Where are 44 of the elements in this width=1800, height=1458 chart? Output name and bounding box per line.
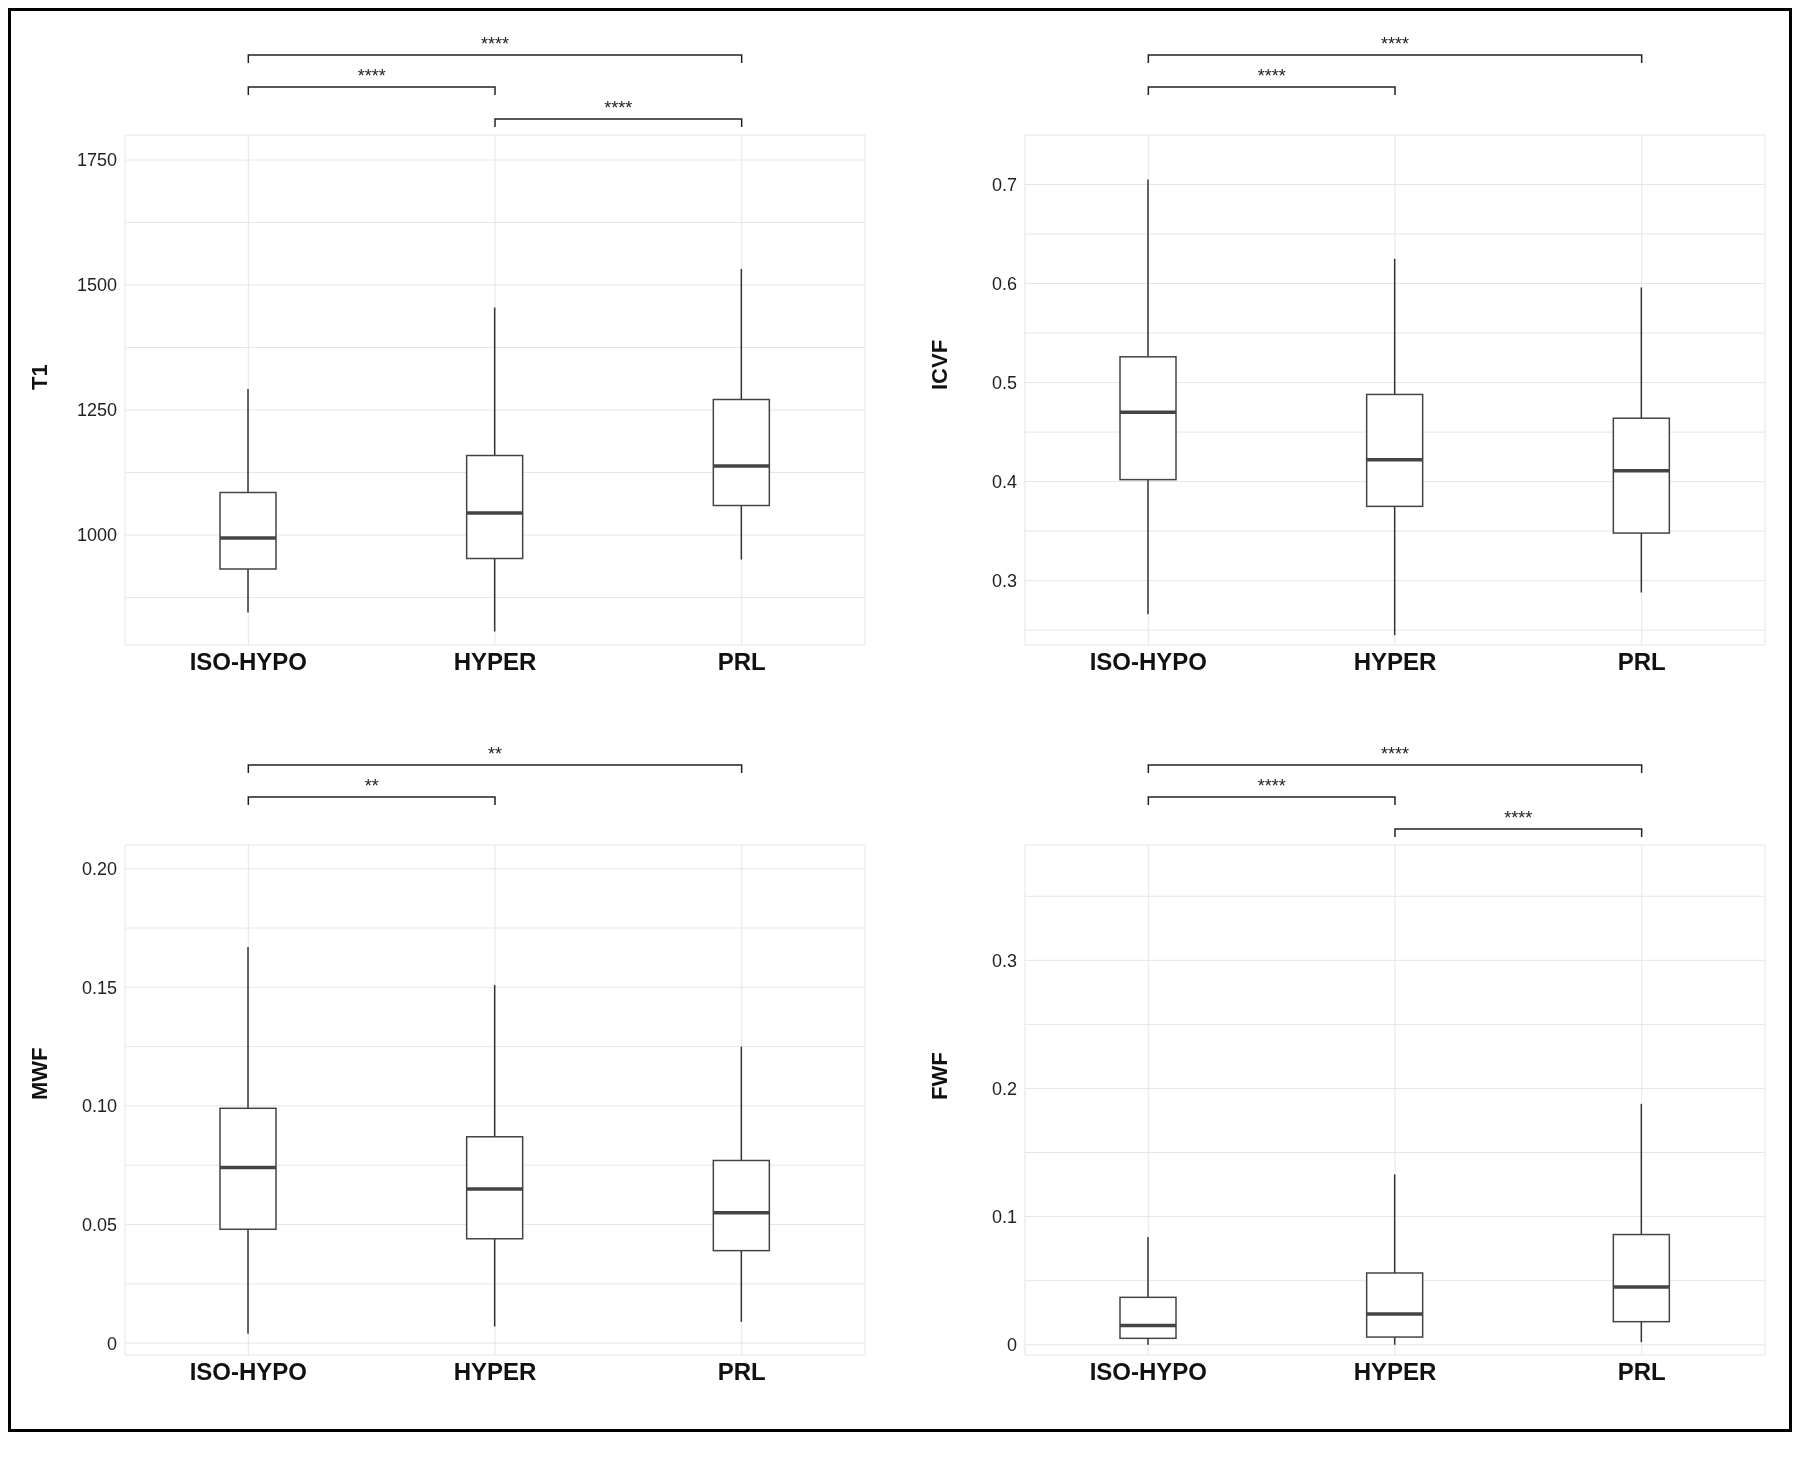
significance-bracket: ****: [1394, 808, 1643, 838]
significance-bracket: ****: [247, 34, 743, 64]
significance-bracket: ****: [1147, 66, 1396, 96]
significance-bracket: ****: [1147, 34, 1643, 64]
x-tick-label: HYPER: [1353, 1358, 1437, 1386]
x-tick-label: PRL: [1617, 1358, 1666, 1386]
y-tick-label: 0.15: [81, 977, 117, 998]
x-tick-label: ISO-HYPO: [1089, 1358, 1208, 1386]
y-tick-label: 1750: [76, 150, 117, 171]
significance-bracket: ****: [1147, 776, 1396, 806]
y-axis-title: FWF: [926, 1052, 952, 1100]
x-tick-label: HYPER: [453, 648, 537, 676]
x-tick-label: ISO-HYPO: [1089, 648, 1208, 676]
y-tick-label: 0.05: [81, 1214, 117, 1235]
significance-bracket: ****: [247, 66, 496, 96]
y-tick-label: 0: [1006, 1335, 1017, 1356]
y-tick-label: 0.6: [991, 273, 1017, 294]
y-tick-label: 0.3: [991, 950, 1017, 971]
significance-bracket: ****: [1147, 744, 1643, 774]
y-tick-label: 1500: [76, 275, 117, 296]
significance-bracket: **: [247, 744, 743, 774]
y-tick-label: 0: [106, 1333, 117, 1354]
y-tick-label: 0.5: [991, 372, 1017, 393]
x-tick-label: HYPER: [453, 1358, 537, 1386]
x-tick-label: ISO-HYPO: [189, 648, 308, 676]
y-axis-title: MWF: [26, 1047, 52, 1100]
y-axis-title: T1: [26, 364, 52, 390]
y-tick-label: 0.10: [81, 1096, 117, 1117]
y-tick-label: 0.4: [991, 471, 1017, 492]
significance-bracket: ****: [494, 98, 743, 128]
y-tick-label: 0.7: [991, 174, 1017, 195]
x-tick-label: HYPER: [1353, 648, 1437, 676]
x-tick-label: PRL: [717, 648, 766, 676]
x-tick-label: PRL: [1617, 648, 1666, 676]
y-tick-label: 0.1: [991, 1207, 1017, 1227]
significance-bracket: **: [247, 776, 496, 806]
y-axis-title: ICVF: [926, 339, 952, 390]
y-tick-label: 0.20: [81, 859, 117, 880]
y-tick-label: 0.2: [991, 1078, 1017, 1099]
y-tick-label: 1250: [76, 400, 117, 421]
x-tick-label: ISO-HYPO: [189, 1358, 308, 1386]
y-tick-label: 0.3: [991, 571, 1017, 592]
x-tick-label: PRL: [717, 1358, 766, 1386]
y-tick-label: 1000: [76, 525, 117, 546]
